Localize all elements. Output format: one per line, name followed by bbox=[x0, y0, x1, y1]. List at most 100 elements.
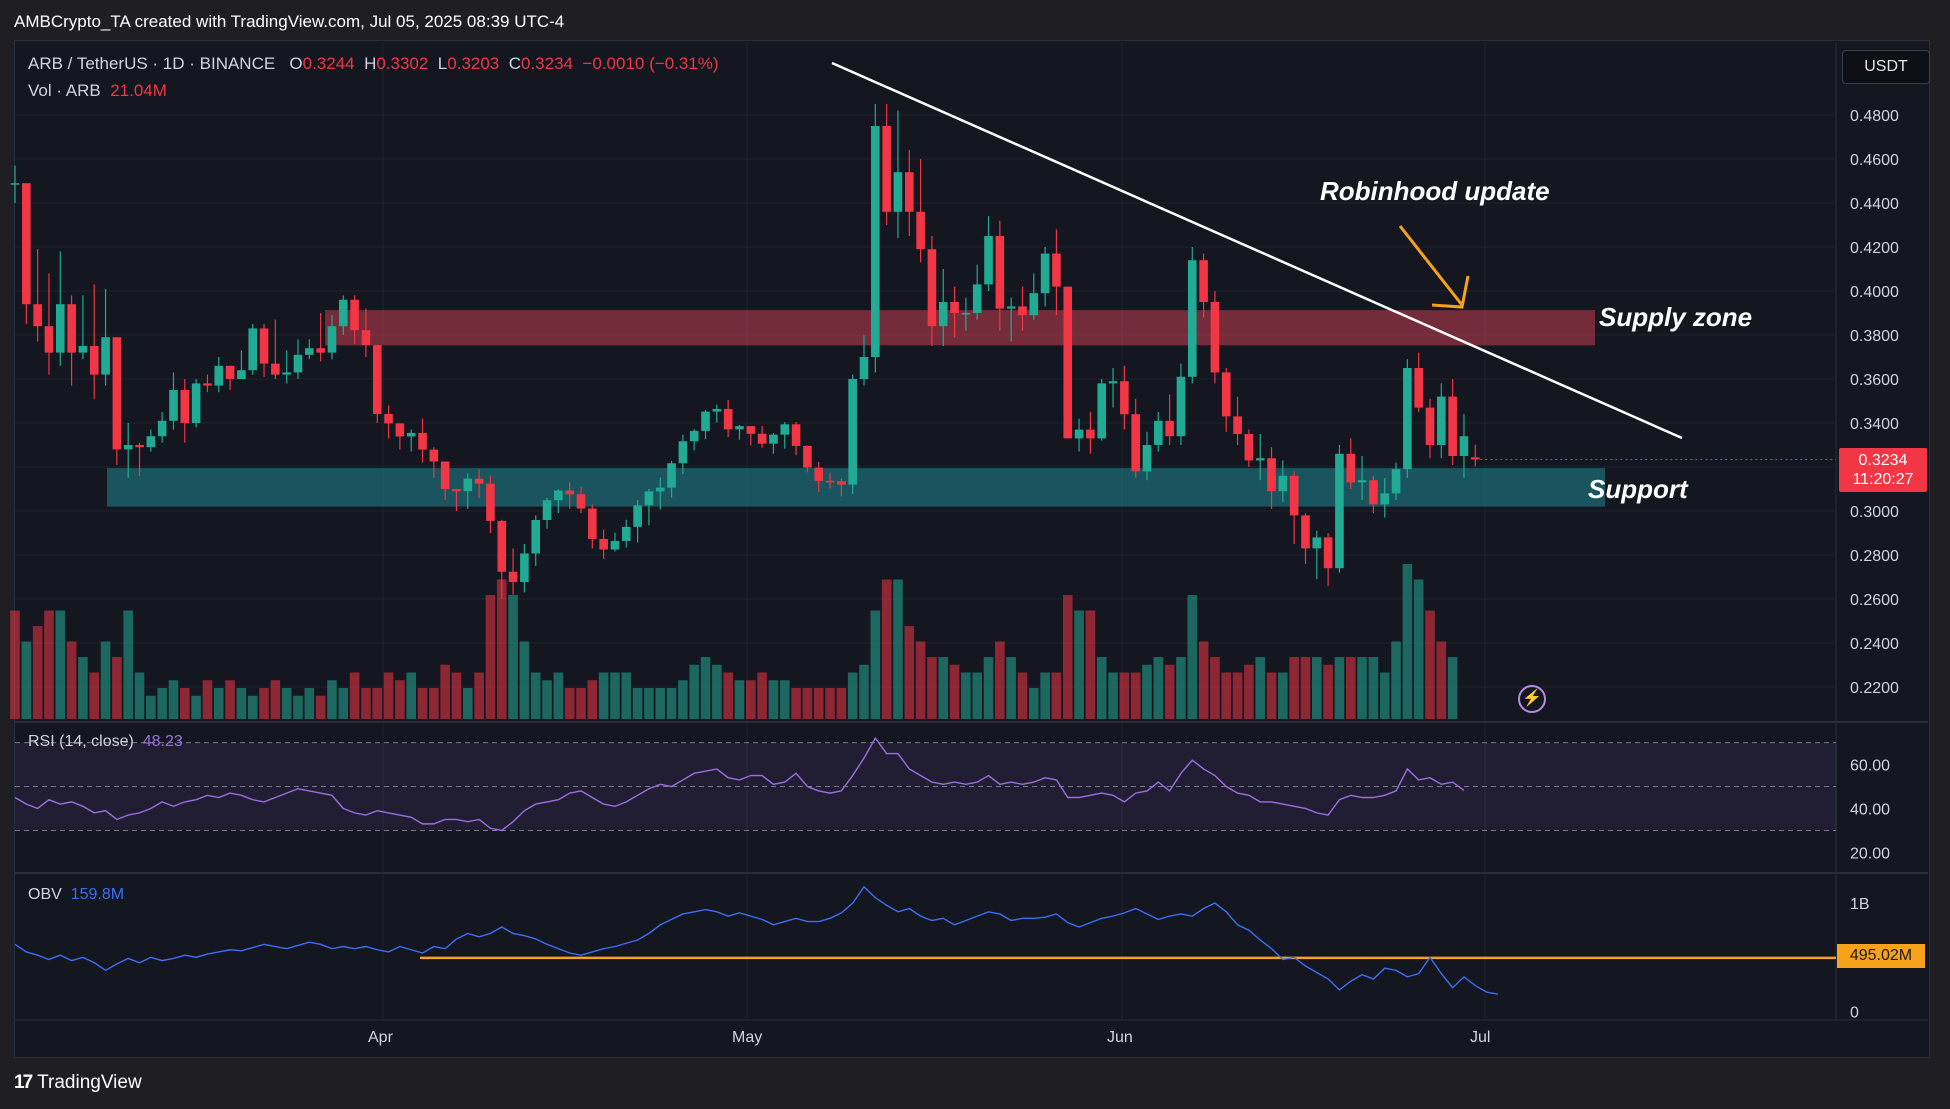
candle-body bbox=[1380, 493, 1390, 505]
volume-bar bbox=[1312, 657, 1322, 719]
candle-body bbox=[950, 302, 959, 313]
tradingview-logo[interactable]: 17 TradingView bbox=[14, 1072, 142, 1094]
volume-bar bbox=[180, 688, 190, 719]
volume-bar bbox=[904, 626, 915, 719]
rsi-label[interactable]: RSI (14, close) bbox=[28, 733, 134, 750]
volume-bar bbox=[202, 680, 213, 719]
candle-body bbox=[689, 430, 699, 442]
candle-body bbox=[282, 372, 291, 375]
volume-bar bbox=[485, 595, 496, 719]
volume-legend: Vol · ARB 21.04M bbox=[28, 81, 167, 101]
volume-bar bbox=[666, 688, 677, 719]
volume-bar bbox=[1345, 657, 1356, 719]
candle-body bbox=[327, 326, 337, 353]
obv-level-badge: 495.02M bbox=[1837, 944, 1925, 968]
volume-bar bbox=[972, 672, 982, 719]
candle-body bbox=[33, 304, 42, 327]
change-value: −0.0010 (−0.31%) bbox=[582, 54, 719, 73]
volume-bar bbox=[1029, 688, 1039, 719]
price-tick-label: 0.4800 bbox=[1850, 108, 1899, 125]
candle-body bbox=[418, 432, 427, 450]
candle-body bbox=[259, 328, 269, 364]
candle-body bbox=[1289, 475, 1299, 516]
price-tick-label: 0.3400 bbox=[1850, 416, 1899, 433]
volume-bar bbox=[1142, 664, 1152, 719]
volume-bar bbox=[395, 680, 405, 719]
volume-bar bbox=[847, 672, 858, 719]
volume-bar bbox=[723, 672, 733, 719]
volume-bar bbox=[112, 657, 122, 719]
candle-body bbox=[486, 483, 495, 521]
currency-button[interactable]: USDT bbox=[1842, 50, 1930, 84]
volume-bar bbox=[893, 579, 903, 719]
candle-body bbox=[1108, 381, 1118, 384]
volume-bar bbox=[304, 688, 315, 719]
candle-body bbox=[972, 284, 982, 313]
volume-bar bbox=[734, 680, 745, 719]
volume-bar bbox=[870, 610, 881, 719]
candle-body bbox=[214, 365, 224, 386]
candle-body bbox=[89, 346, 99, 375]
volume-bar bbox=[168, 680, 179, 719]
volume-bar bbox=[236, 688, 247, 719]
volume-bar bbox=[1176, 657, 1186, 719]
candle-body bbox=[1074, 429, 1084, 439]
volume-bar bbox=[610, 672, 620, 719]
volume-bar bbox=[655, 688, 666, 719]
volume-bar bbox=[55, 610, 66, 719]
candle-body bbox=[271, 363, 280, 375]
obv-tick-label: 0 bbox=[1850, 1005, 1859, 1022]
time-axis-label: Apr bbox=[368, 1029, 394, 1046]
candle-body bbox=[338, 299, 348, 327]
volume-bar bbox=[678, 680, 688, 719]
candle-body bbox=[463, 478, 473, 492]
volume-bar bbox=[134, 672, 145, 719]
candle-body bbox=[621, 526, 631, 541]
volume-label[interactable]: Vol · ARB bbox=[28, 81, 101, 100]
candle-body bbox=[316, 348, 325, 353]
price-tick-label: 0.3000 bbox=[1850, 504, 1899, 521]
candle-body bbox=[599, 538, 608, 550]
volume-bar bbox=[1266, 672, 1277, 719]
volume-bar bbox=[1051, 672, 1062, 719]
candle-body bbox=[406, 432, 416, 437]
candle-body bbox=[293, 354, 303, 373]
volume-bar bbox=[361, 688, 371, 719]
time-axis-label: Jun bbox=[1107, 1029, 1133, 1046]
obv-line bbox=[14, 885, 1499, 995]
candle-body bbox=[1154, 420, 1163, 445]
obv-legend: OBV 159.8M bbox=[28, 886, 124, 904]
candle-body bbox=[1244, 434, 1254, 461]
candle-body bbox=[588, 508, 597, 539]
lightning-icon[interactable]: ⚡ bbox=[1518, 685, 1546, 713]
volume-bar bbox=[474, 672, 484, 719]
volume-bar bbox=[712, 664, 722, 719]
candle-body bbox=[1142, 445, 1152, 472]
volume-bar bbox=[417, 688, 428, 719]
candle-body bbox=[814, 467, 824, 481]
candle-body bbox=[305, 348, 314, 355]
time-axis-label: May bbox=[732, 1029, 762, 1046]
volume-bar bbox=[564, 688, 575, 719]
obv-label[interactable]: OBV bbox=[28, 886, 62, 903]
volume-bar bbox=[598, 672, 609, 719]
candle-body bbox=[859, 357, 869, 379]
candle-body bbox=[10, 183, 20, 185]
rsi-tick-label: 40.00 bbox=[1850, 801, 1890, 818]
candle-body bbox=[746, 426, 756, 434]
high-value: 0.3302 bbox=[376, 54, 429, 73]
volume-bar bbox=[429, 688, 439, 719]
volume-bar bbox=[1187, 595, 1198, 719]
price-tick-label: 0.2400 bbox=[1850, 636, 1899, 653]
volume-bar bbox=[1425, 610, 1435, 719]
symbol-name[interactable]: ARB / TetherUS · 1D · BINANCE bbox=[28, 54, 276, 73]
obv-value: 159.8M bbox=[70, 886, 125, 903]
volume-bar bbox=[1368, 657, 1379, 719]
candle-body bbox=[1425, 407, 1435, 445]
candle-body bbox=[780, 424, 790, 435]
candle-body bbox=[1335, 453, 1344, 569]
candle-body bbox=[757, 433, 767, 444]
robinhood-arrow bbox=[1398, 225, 1470, 309]
volume-bar bbox=[983, 657, 994, 719]
